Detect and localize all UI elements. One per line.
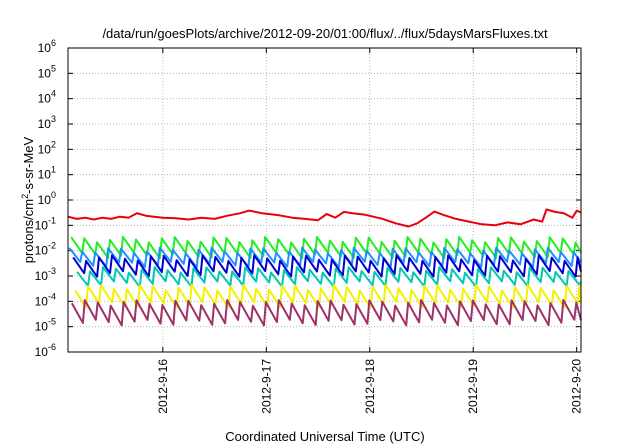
y-tick-label: 10-4 [35,291,56,308]
y-tick-label: 10-6 [35,342,56,359]
y-tick-label: 100 [38,190,56,207]
y-axis-label-sup: 2 [20,194,30,199]
chart-title: /data/run/goesPlots/archive/2012-09-20/0… [102,26,548,41]
y-tick-label: 106 [38,38,56,55]
series-line-5 [74,283,582,309]
y-tick-label: 10-5 [35,317,56,334]
y-tick-exponent: -6 [48,342,56,352]
y-tick-label: 103 [38,114,56,131]
x-tick-label: 2012-9-19 [466,359,480,414]
series-line-0 [67,208,582,228]
y-tick-label: 101 [38,165,56,182]
series-line-1 [70,235,582,260]
x-tick-label: 2012-9-18 [363,359,377,414]
axis-ticks: 10610510410310210110010-110-210-310-410-… [35,38,584,414]
series-line-6 [71,299,582,327]
y-axis-label-pre: protons/cm [21,199,36,263]
y-tick-exponent: -2 [48,241,56,251]
y-tick-exponent: 5 [51,63,56,73]
y-tick-exponent: 4 [51,89,56,99]
y-axis-label-post: -s-sr-MeV [21,136,36,193]
y-tick-label: 102 [38,139,56,156]
y-tick-exponent: -3 [48,266,56,276]
y-tick-label: 10-3 [35,266,56,283]
y-axis-label: protons/cm2-s-sr-MeV [20,136,36,263]
y-tick-exponent: 6 [51,38,56,48]
plot-frame [67,47,582,353]
y-tick-label: 104 [38,89,56,106]
y-tick-label: 10-1 [35,215,56,232]
series-line-3 [72,254,582,278]
series-line-4 [76,266,582,288]
y-tick-label: 10-2 [35,241,56,258]
y-tick-exponent: 3 [51,114,56,124]
y-tick-exponent: -4 [48,291,56,301]
series-line-2 [68,246,582,269]
x-tick-label: 2012-9-20 [570,359,584,414]
x-tick-label: 2012-9-16 [156,359,170,414]
plot-area [67,208,582,327]
x-axis-label: Coordinated Universal Time (UTC) [225,429,424,444]
y-tick-exponent: 2 [51,139,56,149]
x-tick-label: 2012-9-17 [259,359,273,414]
grid [68,48,581,352]
y-tick-exponent: -5 [48,317,56,327]
y-tick-exponent: 1 [51,165,56,175]
y-tick-label: 105 [38,63,56,80]
y-tick-exponent: -1 [48,215,56,225]
y-tick-exponent: 0 [51,190,56,200]
